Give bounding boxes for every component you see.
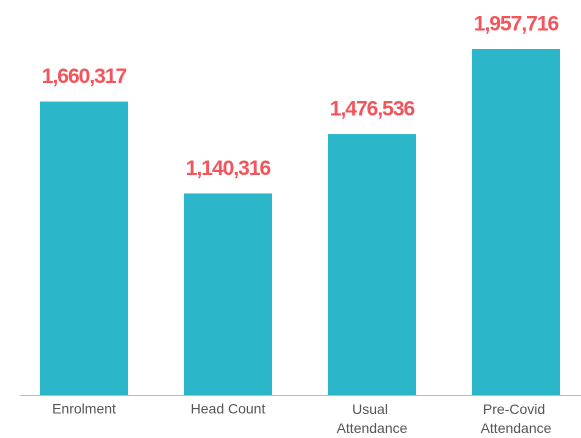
bar bbox=[184, 193, 272, 395]
value-label: 1,957,716 bbox=[474, 13, 559, 36]
x-tick-label: Head Count bbox=[191, 401, 266, 417]
value-label: 1,476,536 bbox=[330, 98, 415, 121]
x-tick-label: Pre-Covid Attendance bbox=[481, 401, 552, 436]
x-tick-label: Enrolment bbox=[52, 401, 116, 417]
bar bbox=[472, 49, 560, 395]
bar bbox=[328, 134, 416, 395]
x-tick-label: Usual Attendance bbox=[337, 401, 408, 436]
value-label: 1,660,317 bbox=[42, 65, 127, 88]
bar bbox=[40, 101, 128, 395]
value-label: 1,140,316 bbox=[186, 157, 271, 180]
